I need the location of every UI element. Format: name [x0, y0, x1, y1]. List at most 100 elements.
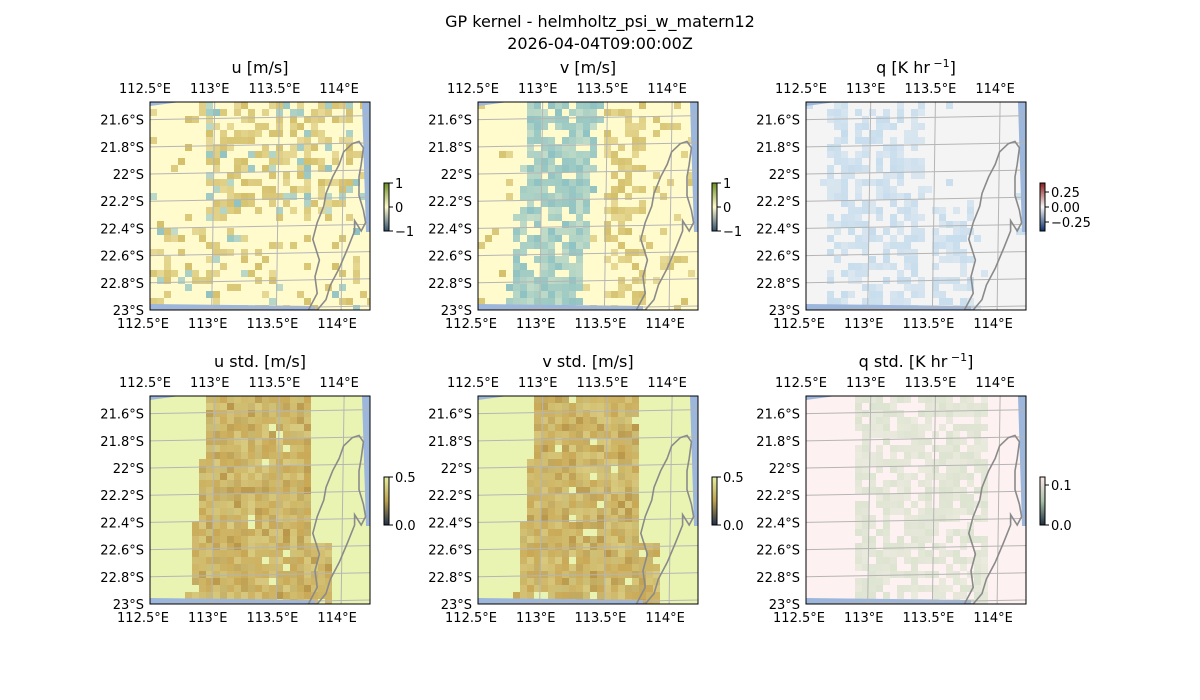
field-cell [541, 466, 548, 473]
field-cell [855, 123, 862, 130]
field-cell [241, 130, 248, 137]
field-cell [269, 508, 276, 515]
field-cell [597, 592, 604, 599]
field-cell [925, 494, 932, 501]
field-cell [527, 109, 534, 116]
field-cell [918, 515, 925, 522]
field-cell [869, 284, 876, 291]
field-cell [897, 536, 904, 543]
field-cell [897, 158, 904, 165]
field-cell [932, 522, 939, 529]
field-cell [171, 235, 178, 242]
field-cell [192, 592, 199, 599]
field-cell [604, 193, 611, 200]
field-cell [262, 473, 269, 480]
field-cell [541, 452, 548, 459]
field-cell [911, 417, 918, 424]
field-cell [213, 501, 220, 508]
field-cell [897, 501, 904, 508]
field-cell [304, 445, 311, 452]
field-cell [297, 158, 304, 165]
field-cell [904, 249, 911, 256]
y-tick-label: 22.2°S [100, 489, 144, 504]
field-cell [276, 592, 283, 599]
field-cell [932, 473, 939, 480]
field-cell [248, 438, 255, 445]
field-cell [262, 193, 269, 200]
field-cell [960, 529, 967, 536]
field-cell [583, 186, 590, 193]
field-cell [241, 403, 248, 410]
field-cell [206, 592, 213, 599]
field-cell [604, 501, 611, 508]
field-cell [255, 529, 262, 536]
field-cell [548, 487, 555, 494]
field-cell [953, 487, 960, 494]
y-tick-label: 21.8°S [428, 141, 472, 156]
field-cell [213, 396, 220, 403]
field-cell [639, 277, 646, 284]
field-cell [304, 417, 311, 424]
field-cell [534, 571, 541, 578]
colorbar-tick-label: 0.00 [1051, 201, 1080, 216]
field-cell [876, 417, 883, 424]
field-cell [862, 123, 869, 130]
field-cell [171, 270, 178, 277]
field-cell [506, 298, 513, 305]
field-cell [855, 179, 862, 186]
field-cell [548, 473, 555, 480]
field-cell [918, 102, 925, 109]
field-cell [562, 431, 569, 438]
field-cell [876, 165, 883, 172]
field-cell [527, 522, 534, 529]
field-cell [569, 543, 576, 550]
colorbar-tick-label: 0.5 [395, 471, 416, 486]
y-tick-label: 22.2°S [100, 195, 144, 210]
field-cell [234, 564, 241, 571]
field-cell [527, 179, 534, 186]
field-cell [827, 109, 834, 116]
field-cell [918, 508, 925, 515]
field-cell [548, 431, 555, 438]
field-cell [248, 501, 255, 508]
field-cell [841, 214, 848, 221]
field-cell [618, 221, 625, 228]
field-cell [869, 130, 876, 137]
field-cell [569, 186, 576, 193]
field-cell [569, 207, 576, 214]
field-cell [576, 417, 583, 424]
field-cell [325, 578, 332, 585]
field-cell [555, 487, 562, 494]
field-cell [562, 193, 569, 200]
field-cell [932, 445, 939, 452]
field-cell [541, 235, 548, 242]
field-cell [206, 410, 213, 417]
field-cell [534, 284, 541, 291]
field-cell [227, 473, 234, 480]
field-cell [541, 151, 548, 158]
field-cell [841, 158, 848, 165]
field-cell [255, 123, 262, 130]
field-cell [827, 298, 834, 305]
field-cell [241, 179, 248, 186]
field-cell [876, 564, 883, 571]
field-cell [283, 508, 290, 515]
ocean-region [362, 102, 370, 232]
field-cell [862, 263, 869, 270]
field-cell [855, 557, 862, 564]
field-cell [904, 543, 911, 550]
field-cell [827, 235, 834, 242]
field-cell [290, 494, 297, 501]
field-cell [234, 207, 241, 214]
field-cell [234, 452, 241, 459]
field-cell [925, 522, 932, 529]
field-cell [855, 522, 862, 529]
field-cell [576, 508, 583, 515]
colorbar-tick-label: 0 [395, 201, 403, 216]
field-cell [227, 487, 234, 494]
field-cell [583, 473, 590, 480]
field-cell [876, 158, 883, 165]
field-cell [199, 564, 206, 571]
field-cell [841, 242, 848, 249]
field-cell [897, 116, 904, 123]
